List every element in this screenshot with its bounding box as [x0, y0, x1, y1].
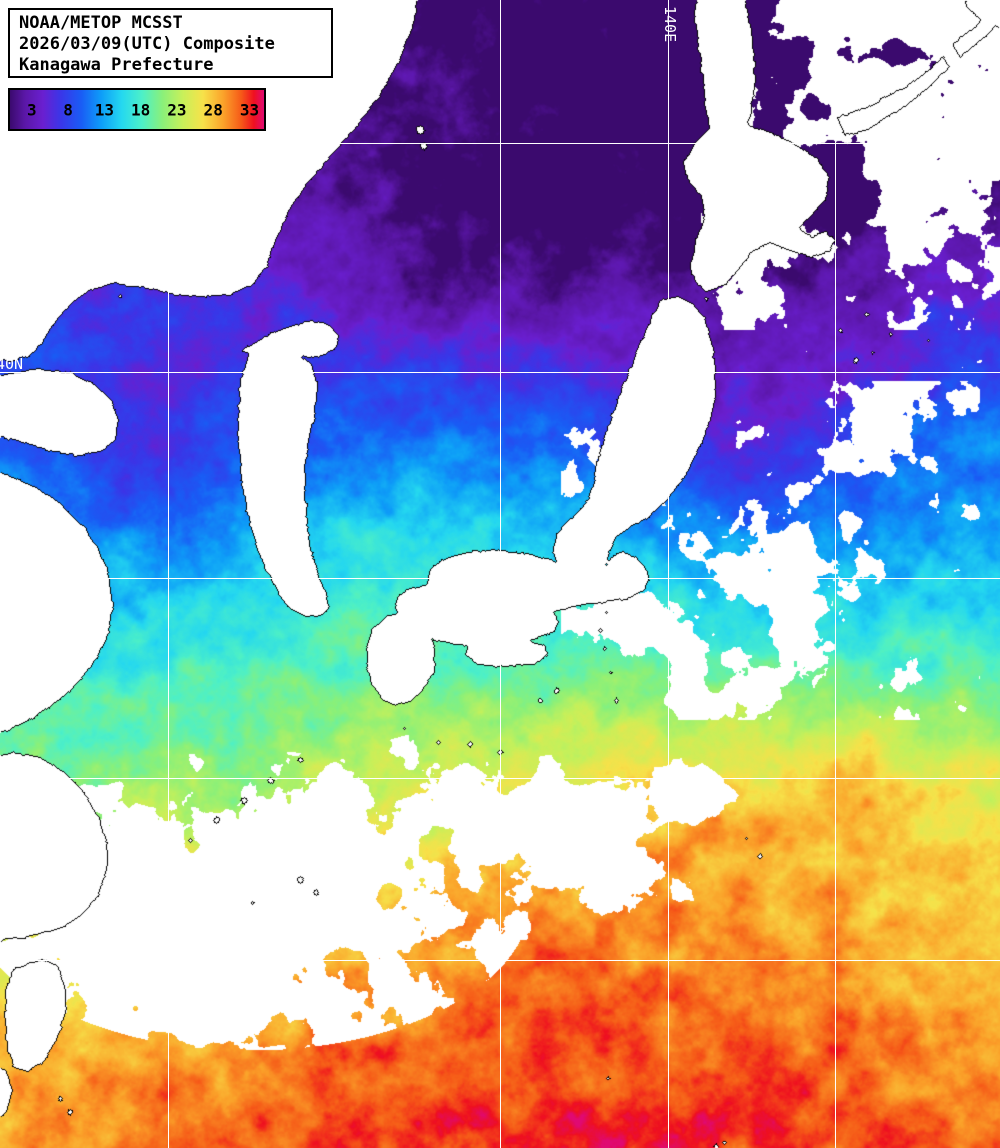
colorbar-tick-labels: 3 8 13 18 23 28 33	[10, 90, 264, 129]
gridline-label-140e: 140E	[661, 6, 679, 43]
colorbar-tick-23: 23	[167, 100, 187, 119]
gridline-label-40n: 40N	[0, 355, 24, 373]
colorbar-tick-28: 28	[203, 100, 223, 119]
colorbar-tick-13: 13	[94, 100, 114, 119]
colorbar-tick-8: 8	[63, 100, 73, 119]
product-title-box: NOAA/METOP MCSST 2026/03/09(UTC) Composi…	[8, 8, 333, 78]
title-line-region: Kanagawa Prefecture	[19, 55, 214, 75]
title-line-product: NOAA/METOP MCSST	[19, 13, 183, 33]
colorbar-tick-33: 33	[239, 100, 260, 119]
colorbar-tick-18: 18	[130, 100, 151, 119]
title-line-date: 2026/03/09(UTC) Composite	[19, 34, 275, 54]
colorbar-gradient	[10, 90, 264, 129]
sst-colorbar: 3 8 13 18 23 28 33	[8, 88, 266, 131]
colorbar-tick-3: 3	[26, 100, 37, 119]
